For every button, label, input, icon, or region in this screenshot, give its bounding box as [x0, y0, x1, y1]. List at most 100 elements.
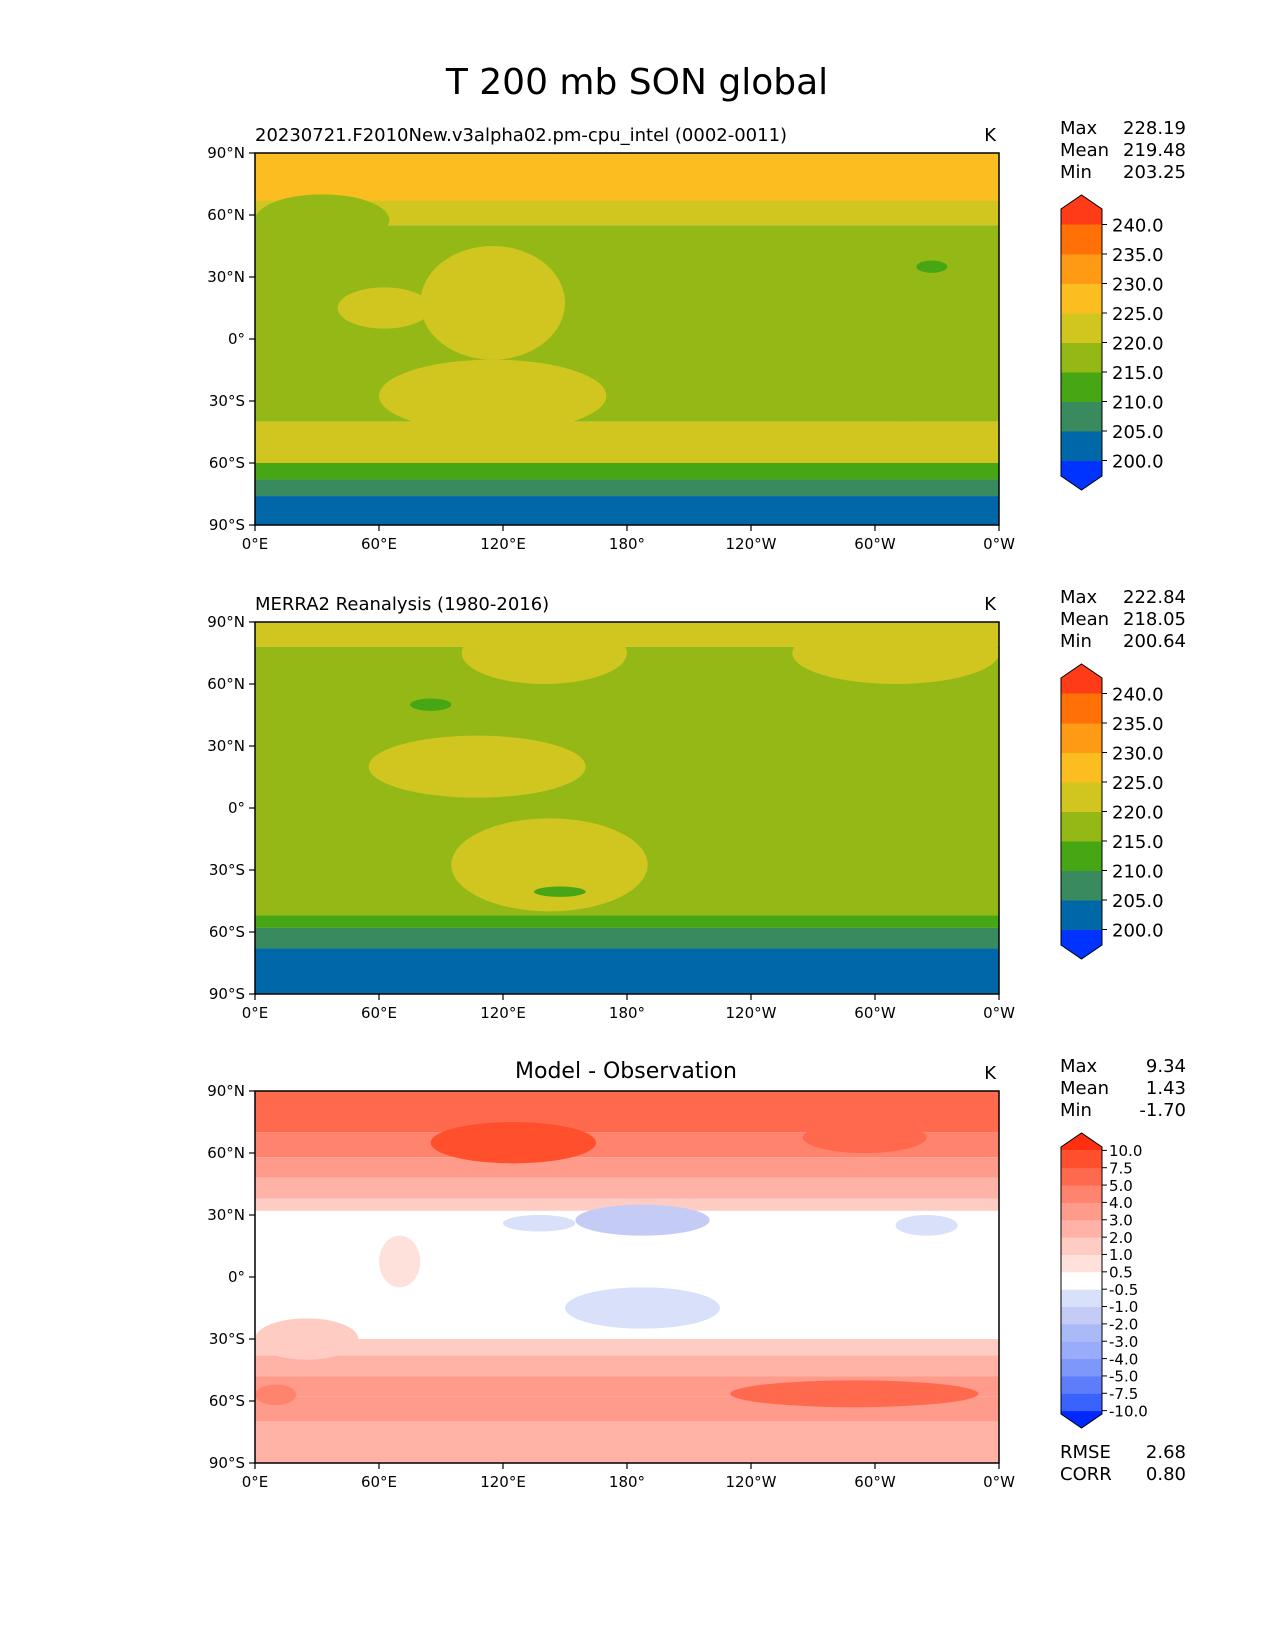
stat-max-label: Max [1060, 118, 1098, 139]
x-tick-label: 120°W [726, 535, 777, 553]
y-tick-label: 0° [228, 330, 245, 348]
x-tick-label: 0°E [242, 1004, 269, 1022]
x-tick-label: 60°W [854, 1004, 896, 1022]
colorbar-label: -5.0 [1109, 1368, 1138, 1386]
colorbar-label: 200.0 [1112, 920, 1164, 941]
colorbar-segment [1061, 1271, 1102, 1290]
colorbar-label: -4.0 [1109, 1350, 1138, 1368]
colorbar-segment [1061, 752, 1102, 783]
stat-max-value: 222.84 [1123, 587, 1186, 608]
x-tick-label: 120°E [480, 1004, 526, 1022]
y-tick-label: 90°N [207, 1082, 245, 1100]
colorbar-segment [1061, 372, 1102, 402]
y-tick-label: 60°N [207, 1144, 245, 1162]
units-label: K [984, 1063, 997, 1084]
y-tick-label: 60°S [209, 923, 245, 941]
x-tick-label: 0°W [983, 1004, 1015, 1022]
units-label: K [984, 125, 997, 146]
stat-mean-label: Mean [1060, 609, 1109, 630]
zonal-band [255, 1421, 999, 1463]
colorbar-label: 225.0 [1112, 304, 1164, 325]
field-region [916, 260, 948, 273]
corr-label: CORR [1060, 1464, 1112, 1485]
field-region [895, 1215, 958, 1236]
colorbar-segment [1061, 1358, 1102, 1377]
stat-min-value: -1.70 [1139, 1100, 1186, 1121]
stat-min-label: Min [1060, 1100, 1092, 1121]
x-tick-label: 60°E [361, 1004, 397, 1022]
colorbar-label: 230.0 [1112, 743, 1164, 764]
field-region [482, 153, 700, 195]
colorbar-segment [1061, 1323, 1102, 1342]
y-tick-label: 60°N [207, 206, 245, 224]
colorbar-label: 205.0 [1112, 891, 1164, 912]
colorbar-segment [1061, 1289, 1102, 1308]
colorbar-label: 240.0 [1112, 215, 1164, 236]
field-region [503, 1215, 576, 1232]
zonal-band [255, 496, 999, 525]
colorbar-segment [1061, 1237, 1102, 1255]
zonal-band [255, 1355, 999, 1377]
stat-max-label: Max [1060, 587, 1098, 608]
colorbar-extend-max [1061, 195, 1102, 225]
panel-title: MERRA2 Reanalysis (1980-2016) [255, 594, 549, 615]
colorbar-label: -0.5 [1109, 1281, 1138, 1299]
x-tick-label: 120°W [726, 1473, 777, 1491]
colorbar-label: 220.0 [1112, 802, 1164, 823]
colorbar-segment [1061, 283, 1102, 314]
field-region [255, 194, 390, 247]
y-tick-label: 90°S [209, 516, 245, 534]
colorbar-segment [1061, 841, 1102, 871]
colorbar-extend-min [1061, 1410, 1102, 1428]
colorbar-label: -3.0 [1109, 1333, 1138, 1351]
colorbar-label: 10.0 [1109, 1142, 1142, 1160]
y-tick-label: 60°S [209, 454, 245, 472]
corr-value: 0.80 [1146, 1464, 1186, 1485]
y-tick-label: 30°N [207, 737, 245, 755]
colorbar-segment [1061, 1375, 1102, 1394]
y-tick-label: 30°S [209, 861, 245, 879]
field-region [730, 1380, 979, 1408]
colorbar-segment [1061, 1393, 1102, 1412]
field-region [368, 735, 586, 798]
colorbar-segment [1061, 342, 1102, 373]
field-region [420, 246, 565, 360]
stat-mean-value: 1.43 [1146, 1078, 1186, 1099]
colorbar-label: 205.0 [1112, 422, 1164, 443]
colorbar-segment [1061, 224, 1102, 255]
figure-title: T 200 mb SON global [445, 62, 828, 103]
colorbar-outline [1060, 194, 1103, 491]
colorbar-segment [1061, 1219, 1102, 1238]
colorbar-label: 215.0 [1112, 832, 1164, 853]
x-tick-label: 60°W [854, 535, 896, 553]
colorbar-label: 1.0 [1109, 1246, 1133, 1264]
field-region [430, 1122, 596, 1164]
colorbar-segment [1061, 900, 1102, 930]
x-tick-label: 0°E [242, 535, 269, 553]
x-tick-label: 120°E [480, 535, 526, 553]
colorbar-segment [1061, 870, 1102, 901]
colorbar-label: -10.0 [1109, 1402, 1148, 1420]
colorbar-segment [1061, 1202, 1102, 1221]
colorbar-segment [1061, 1185, 1102, 1203]
zonal-band [255, 1198, 999, 1211]
observation-panel: MERRA2 Reanalysis (1980-2016) K Max 222.… [207, 587, 1186, 1022]
field-region [534, 886, 586, 897]
colorbar-label: -1.0 [1109, 1298, 1138, 1316]
field-region [854, 421, 958, 453]
y-tick-label: 30°S [209, 392, 245, 410]
colorbar-outline [1060, 663, 1103, 960]
colorbar-label: 220.0 [1112, 333, 1164, 354]
zonal-band [255, 927, 999, 949]
field-region [461, 622, 627, 684]
map-area [254, 1091, 999, 1463]
colorbar-segment [1061, 723, 1102, 753]
field-region [379, 359, 607, 433]
x-tick-label: 0°W [983, 535, 1015, 553]
stat-min-value: 203.25 [1123, 162, 1186, 183]
stat-mean-value: 218.05 [1123, 609, 1186, 630]
zonal-band [255, 1339, 999, 1356]
map-axes: 0°E 60°E 120°E 180° 120°W 60°W 0°W 90°N 60°N 30°N… [207, 144, 1015, 553]
stat-min-value: 200.64 [1123, 631, 1186, 652]
